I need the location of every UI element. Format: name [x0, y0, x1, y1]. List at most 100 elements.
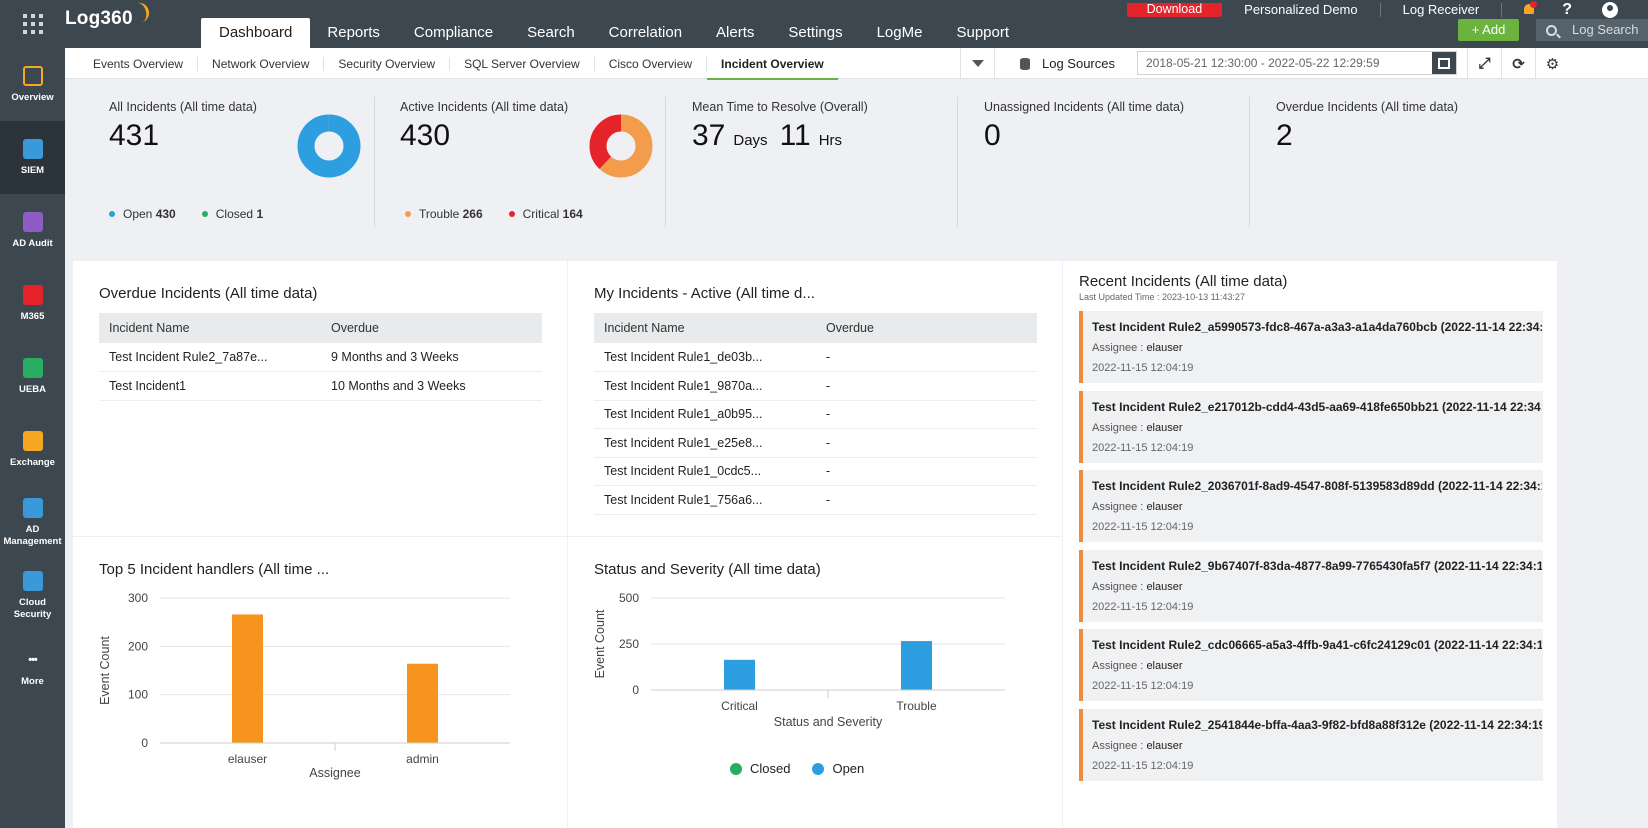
- bar-admin[interactable]: [407, 663, 438, 743]
- incident-name-cell[interactable]: Test Incident Rule1_756a6...: [594, 485, 816, 515]
- bar-elauser[interactable]: [232, 614, 263, 743]
- kpi-all-incidents[interactable]: All Incidents (All time data) 431 Open 4…: [65, 97, 375, 227]
- tab-settings[interactable]: Settings: [788, 24, 843, 41]
- table-header-row: Incident Name Overdue: [594, 313, 1037, 343]
- add-button[interactable]: + Add: [1458, 19, 1519, 41]
- overdue-cell: -: [816, 343, 1037, 372]
- x-axis-label: Status and Severity: [774, 715, 883, 729]
- ad-audit-icon: [22, 211, 43, 232]
- recent-incident-card[interactable]: Test Incident Rule2_cdc06665-a5a3-4ffb-9…: [1079, 629, 1543, 701]
- incident-title[interactable]: Test Incident Rule2_2541844e-bffa-4aa3-9…: [1092, 717, 1542, 732]
- recent-incident-card[interactable]: Test Incident Rule2_2036701f-8ad9-4547-8…: [1079, 470, 1543, 542]
- incident-title[interactable]: Test Incident Rule2_a5990573-fdc8-467a-a…: [1092, 320, 1542, 334]
- kpi-unassigned[interactable]: Unassigned Incidents (All time data) 0: [958, 97, 1250, 227]
- rail-item-more[interactable]: ••• More: [0, 632, 65, 705]
- incident-title[interactable]: Test Incident Rule2_cdc06665-a5a3-4ffb-9…: [1092, 638, 1542, 652]
- column-header[interactable]: Overdue: [816, 313, 1037, 343]
- legend-item-closed[interactable]: Closed: [730, 761, 790, 776]
- subtab-events-overview[interactable]: Events Overview: [79, 56, 199, 71]
- table-row[interactable]: Test Incident Rule1_de03b... -: [594, 343, 1037, 372]
- calendar-icon[interactable]: [1432, 52, 1456, 74]
- column-header[interactable]: Incident Name: [594, 313, 816, 343]
- incident-name-cell[interactable]: Test Incident Rule1_9870a...: [594, 371, 816, 401]
- rail-item-ad-management[interactable]: AD Management: [0, 486, 65, 559]
- table-row[interactable]: Test Incident Rule1_e25e8... -: [594, 428, 1037, 458]
- download-button[interactable]: Download: [1126, 3, 1223, 17]
- rail-item-overview[interactable]: Overview: [0, 48, 65, 121]
- incident-time: 2022-11-15 12:04:19: [1092, 759, 1194, 772]
- user-avatar-icon[interactable]: [1602, 2, 1618, 18]
- incident-title[interactable]: Test Incident Rule2_2036701f-8ad9-4547-8…: [1092, 479, 1542, 493]
- settings-gear-icon[interactable]: ⚙: [1535, 48, 1569, 79]
- x-tick-label: admin: [406, 752, 439, 766]
- log-receiver-link[interactable]: Log Receiver: [1402, 2, 1480, 17]
- kpi-label: Active Incidents (All time data): [400, 100, 569, 114]
- incident-title[interactable]: Test Incident Rule2_9b67407f-83da-4877-8…: [1092, 558, 1542, 573]
- bar-trouble-open[interactable]: [901, 641, 932, 690]
- refresh-icon[interactable]: ⟳: [1501, 48, 1535, 79]
- log-sources-button[interactable]: Log Sources: [1020, 48, 1115, 79]
- recent-incident-card[interactable]: Test Incident Rule2_2541844e-bffa-4aa3-9…: [1079, 708, 1543, 781]
- y-axis-label: Event Count: [98, 636, 112, 705]
- incident-name-cell[interactable]: Test Incident Rule1_0cdc5...: [594, 457, 816, 486]
- incident-name-cell[interactable]: Test Incident1: [99, 371, 321, 401]
- rail-item-label: More: [21, 675, 44, 687]
- tab-dashboard[interactable]: Dashboard: [201, 18, 311, 48]
- app-logo[interactable]: Log360: [65, 8, 133, 29]
- column-header[interactable]: Overdue: [321, 313, 542, 343]
- tab-alerts[interactable]: Alerts: [716, 24, 755, 41]
- recent-incident-card[interactable]: Test Incident Rule2_e217012b-cdd4-43d5-a…: [1079, 390, 1543, 463]
- y-tick-label: 0: [632, 683, 639, 697]
- recent-incident-card[interactable]: Test Incident Rule2_9b67407f-83da-4877-8…: [1079, 549, 1543, 622]
- subtab-cisco-overview[interactable]: Cisco Overview: [595, 56, 708, 71]
- subtab-incident-overview[interactable]: Incident Overview: [707, 57, 838, 81]
- app-switcher[interactable]: [0, 0, 65, 48]
- table-row[interactable]: Test Incident Rule1_0cdc5... -: [594, 457, 1037, 486]
- table-row[interactable]: Test Incident Rule2_7a87e... 9 Months and…: [99, 343, 542, 372]
- help-icon[interactable]: ?: [1562, 1, 1572, 18]
- kpi-mttr[interactable]: Mean Time to Resolve (Overall) 37 Days 1…: [666, 97, 958, 227]
- tab-support[interactable]: Support: [956, 24, 1010, 41]
- table-row[interactable]: Test Incident Rule1_a0b95... -: [594, 400, 1037, 429]
- legend-dot-icon: [508, 210, 515, 217]
- personalized-demo-link[interactable]: Personalized Demo: [1244, 2, 1358, 17]
- rail-item-siem[interactable]: SIEM: [0, 121, 65, 194]
- recent-incident-card[interactable]: Test Incident Rule2_a5990573-fdc8-467a-a…: [1079, 311, 1543, 383]
- table-row[interactable]: Test Incident1 10 Months and 3 Weeks: [99, 371, 542, 401]
- fullscreen-icon[interactable]: ⤢: [1467, 48, 1501, 79]
- bar-critical-open[interactable]: [724, 659, 755, 690]
- rail-item-exchange[interactable]: Exchange: [0, 413, 65, 486]
- date-range-picker[interactable]: 2018-05-21 12:30:00 - 2022-05-22 12:29:5…: [1137, 51, 1457, 75]
- subtab-sql-server-overview[interactable]: SQL Server Overview: [450, 56, 595, 71]
- legend-item-open[interactable]: Open: [812, 761, 864, 776]
- more-tabs-dropdown[interactable]: [960, 48, 995, 79]
- kpi-active-incidents[interactable]: Active Incidents (All time data) 430 Tro…: [375, 97, 666, 227]
- tab-search[interactable]: Search: [527, 24, 575, 41]
- rail-item-ad-audit[interactable]: AD Audit: [0, 194, 65, 267]
- incident-name-cell[interactable]: Test Incident Rule2_7a87e...: [99, 343, 321, 372]
- subtab-network-overview[interactable]: Network Overview: [198, 56, 325, 71]
- overdue-cell: 10 Months and 3 Weeks: [321, 371, 542, 401]
- subtab-security-overview[interactable]: Security Overview: [324, 56, 451, 71]
- incident-name-cell[interactable]: Test Incident Rule1_e25e8...: [594, 428, 816, 458]
- notification-bell-icon[interactable]: [1524, 1, 1538, 16]
- incident-name-cell[interactable]: Test Incident Rule1_de03b...: [594, 343, 816, 372]
- m365-icon: [22, 284, 43, 305]
- column-header[interactable]: Incident Name: [99, 313, 321, 343]
- table-row[interactable]: Test Incident Rule1_756a6... -: [594, 485, 1037, 515]
- overdue-cell: -: [816, 457, 1037, 486]
- incident-name-cell[interactable]: Test Incident Rule1_a0b95...: [594, 400, 816, 429]
- y-tick-label: 300: [128, 591, 148, 605]
- tab-reports[interactable]: Reports: [327, 24, 380, 41]
- rail-item-ueba[interactable]: UEBA: [0, 340, 65, 413]
- tab-compliance[interactable]: Compliance: [413, 24, 494, 41]
- tab-correlation[interactable]: Correlation: [608, 24, 683, 41]
- kpi-overdue[interactable]: Overdue Incidents (All time data) 2: [1250, 97, 1550, 227]
- rail-item-cloud-security[interactable]: Cloud Security: [0, 559, 65, 632]
- rail-item-m365[interactable]: M365: [0, 267, 65, 340]
- tab-logme[interactable]: LogMe: [876, 24, 923, 41]
- table-row[interactable]: Test Incident Rule1_9870a... -: [594, 371, 1037, 401]
- apps-grid-icon[interactable]: [22, 14, 43, 34]
- incident-title[interactable]: Test Incident Rule2_e217012b-cdd4-43d5-a…: [1092, 399, 1542, 414]
- log-search-input[interactable]: Log Search: [1536, 19, 1648, 41]
